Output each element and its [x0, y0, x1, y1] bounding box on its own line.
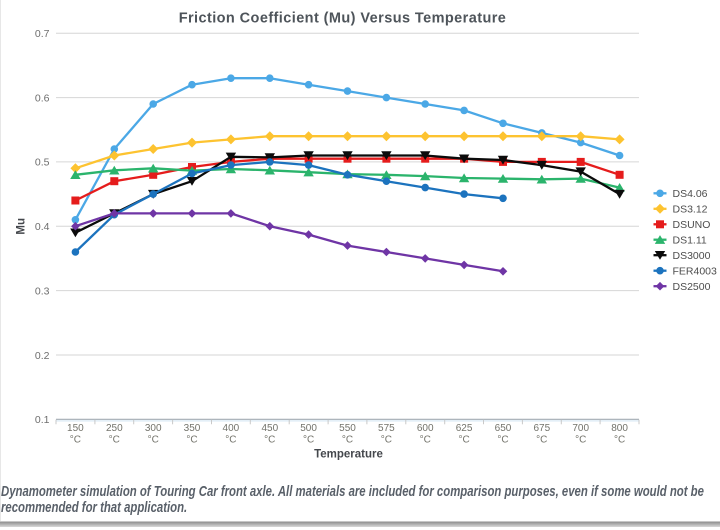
svg-text:0.5: 0.5 — [35, 157, 50, 169]
svg-text:FER4003: FER4003 — [673, 266, 718, 278]
svg-text:0.3: 0.3 — [35, 285, 50, 297]
svg-text:DSUNO: DSUNO — [673, 219, 711, 231]
svg-text:DS3.12: DS3.12 — [673, 204, 708, 216]
svg-text:°C: °C — [381, 434, 392, 445]
svg-text:°C: °C — [186, 434, 197, 445]
svg-text:350: 350 — [184, 423, 201, 434]
svg-text:600: 600 — [417, 423, 434, 434]
svg-text:Friction Coefficient (Mu) Vers: Friction Coefficient (Mu) Versus Tempera… — [179, 11, 507, 27]
svg-text:°C: °C — [420, 434, 431, 445]
svg-text:Mu: Mu — [16, 218, 28, 235]
svg-text:250: 250 — [106, 423, 123, 434]
svg-text:Dynamometer simulation of Tour: Dynamometer simulation of Touring Car fr… — [1, 482, 704, 499]
svg-text:DS3000: DS3000 — [673, 250, 711, 262]
svg-text:DS4.06: DS4.06 — [673, 188, 708, 200]
svg-text:°C: °C — [614, 434, 625, 445]
svg-text:150: 150 — [67, 423, 84, 434]
svg-text:0.7: 0.7 — [35, 28, 50, 40]
svg-text:°C: °C — [458, 434, 469, 445]
svg-text:675: 675 — [533, 423, 550, 434]
svg-text:0.4: 0.4 — [35, 221, 50, 233]
svg-text:°C: °C — [536, 434, 547, 445]
svg-text:DS1.11: DS1.11 — [673, 235, 707, 247]
svg-text:0.1: 0.1 — [35, 414, 50, 426]
svg-text:°C: °C — [225, 434, 236, 445]
svg-text:°C: °C — [575, 434, 586, 445]
svg-text:recommended for that applicati: recommended for that application. — [1, 498, 187, 515]
svg-text:575: 575 — [378, 423, 395, 434]
svg-text:625: 625 — [456, 423, 473, 434]
svg-text:650: 650 — [495, 423, 512, 434]
svg-text:550: 550 — [339, 423, 356, 434]
svg-text:°C: °C — [264, 434, 275, 445]
svg-text:0.2: 0.2 — [35, 350, 50, 362]
svg-text:°C: °C — [109, 434, 120, 445]
svg-text:°C: °C — [70, 434, 81, 445]
svg-text:°C: °C — [497, 434, 508, 445]
svg-text:0.6: 0.6 — [35, 92, 50, 104]
svg-text:800: 800 — [611, 423, 628, 434]
svg-text:400: 400 — [223, 423, 240, 434]
svg-text:500: 500 — [300, 423, 317, 434]
svg-text:450: 450 — [261, 423, 278, 434]
svg-text:°C: °C — [342, 434, 353, 445]
svg-text:700: 700 — [572, 423, 589, 434]
svg-text:°C: °C — [303, 434, 314, 445]
svg-text:300: 300 — [145, 423, 162, 434]
svg-text:DS2500: DS2500 — [673, 281, 711, 293]
svg-text:Temperature: Temperature — [314, 449, 383, 461]
svg-text:°C: °C — [148, 434, 159, 445]
